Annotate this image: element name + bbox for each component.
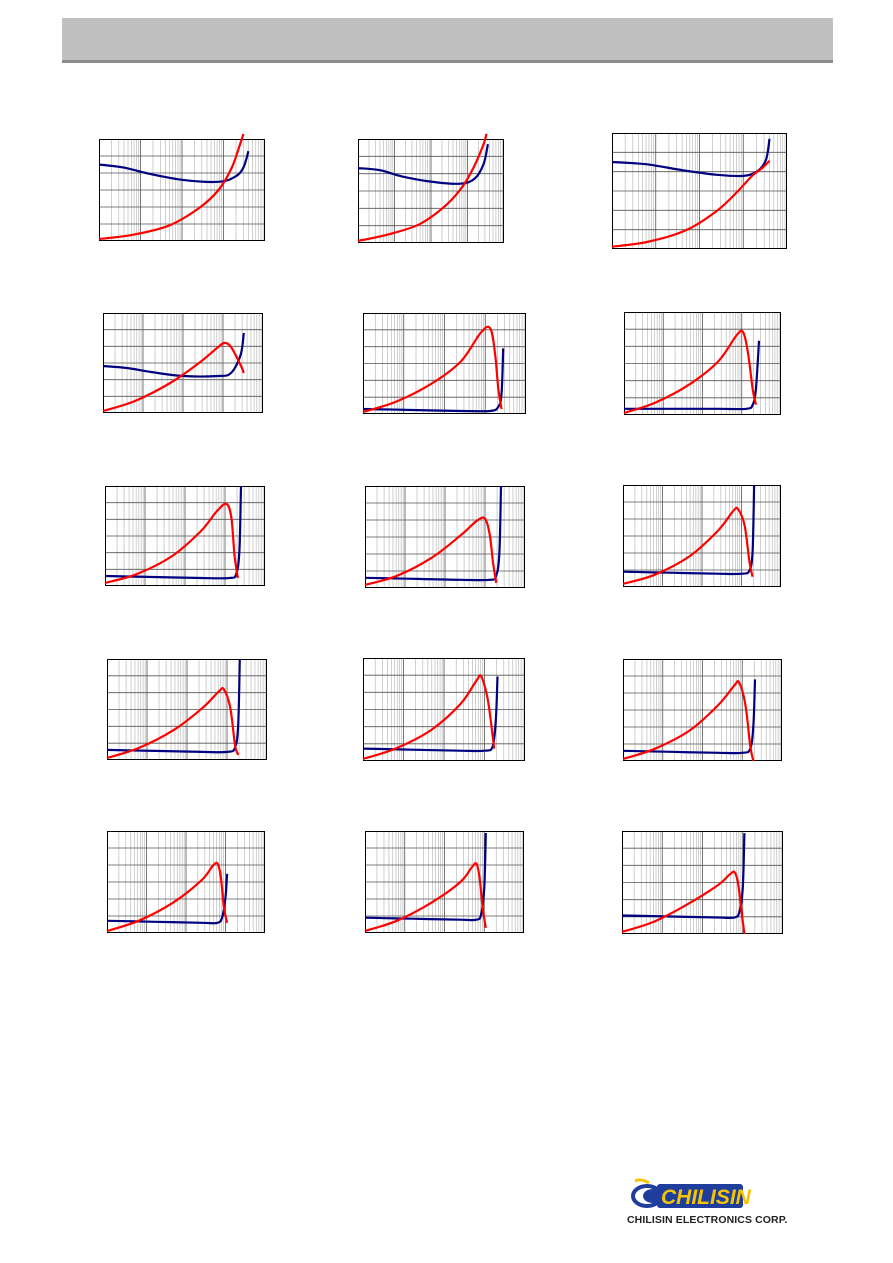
chart-r3c2 — [364, 485, 525, 588]
plot-frame — [363, 313, 526, 414]
q-curve — [364, 516, 498, 586]
plot-frame — [107, 659, 267, 760]
chart-r5c1 — [106, 831, 265, 933]
r5c2-plot — [364, 831, 524, 933]
chart-r2c2 — [362, 313, 526, 414]
plot-frame — [363, 658, 525, 761]
r5c1-plot — [106, 831, 265, 933]
r3c2-plot — [364, 485, 525, 588]
impedance-curve — [622, 679, 757, 755]
logo-text: CHILISIN — [661, 1186, 752, 1209]
impedance-curve — [364, 485, 503, 582]
r3c3-plot — [622, 484, 781, 587]
plot-frame — [612, 133, 787, 249]
plot-frame — [107, 831, 265, 933]
r2c1-plot — [102, 313, 263, 413]
chart-r1c2 — [357, 133, 504, 243]
q-curve — [357, 133, 488, 242]
chart-r4c3 — [622, 659, 782, 762]
r4c1-plot — [106, 658, 267, 760]
impedance-curve — [362, 348, 505, 413]
r1c2-plot — [357, 133, 504, 243]
q-curve — [622, 506, 754, 585]
q-curve — [106, 861, 229, 933]
impedance-curve — [357, 143, 489, 185]
impedance-curve — [98, 150, 250, 184]
plot-frame — [623, 485, 781, 587]
q-curve — [362, 674, 496, 760]
plot-frame — [105, 486, 265, 586]
r2c2-plot — [362, 313, 526, 414]
impedance-curve — [104, 485, 243, 580]
plot-frame — [624, 312, 781, 415]
plot-frame — [365, 486, 525, 588]
plot-frame — [623, 659, 782, 761]
q-curve — [98, 133, 245, 241]
chart-r4c2 — [362, 658, 525, 761]
chart-r5c3 — [621, 831, 783, 935]
impedance-curve — [364, 832, 487, 922]
impedance-curve — [611, 138, 771, 178]
r4c3-plot — [622, 659, 782, 762]
company-name: CHILISIN ELECTRONICS CORP. — [627, 1214, 788, 1226]
header-bar — [62, 18, 833, 60]
chart-r1c3 — [611, 133, 787, 249]
impedance-curve — [624, 340, 761, 411]
q-curve — [362, 325, 503, 414]
q-curve — [622, 679, 755, 762]
q-curve — [364, 862, 487, 933]
chilisin-logo-graphic: CHILISIN — [631, 1178, 752, 1209]
chart-r4c1 — [106, 658, 267, 760]
plot-frame — [622, 831, 783, 934]
q-curve — [611, 160, 771, 248]
chart-r2c3 — [623, 312, 781, 415]
chart-r3c3 — [622, 484, 781, 587]
r4c2-plot — [362, 658, 525, 761]
chart-r3c1 — [104, 485, 265, 586]
q-curve — [623, 329, 757, 414]
plot-frame — [99, 139, 265, 241]
r1c3-plot — [611, 133, 787, 249]
chilisin-logo: CHILISIN — [627, 1175, 827, 1235]
q-curve — [104, 502, 239, 585]
q-curve — [106, 686, 240, 760]
impedance-curve — [106, 658, 241, 754]
chart-r1c1 — [98, 133, 265, 241]
impedance-curve — [102, 332, 245, 378]
r3c1-plot — [104, 485, 265, 586]
impedance-curve — [622, 484, 756, 576]
impedance-curve — [621, 833, 746, 920]
impedance-curve — [106, 873, 229, 925]
plot-frame — [358, 139, 504, 243]
chart-r5c2 — [364, 831, 524, 933]
chart-r2c1 — [102, 313, 263, 413]
r5c3-plot — [621, 831, 783, 935]
r2c3-plot — [623, 312, 781, 415]
plot-frame — [365, 831, 524, 933]
r1c1-plot — [98, 133, 265, 241]
plot-frame — [103, 313, 263, 413]
impedance-curve — [362, 676, 499, 753]
q-curve — [102, 341, 245, 413]
q-curve — [621, 870, 746, 935]
